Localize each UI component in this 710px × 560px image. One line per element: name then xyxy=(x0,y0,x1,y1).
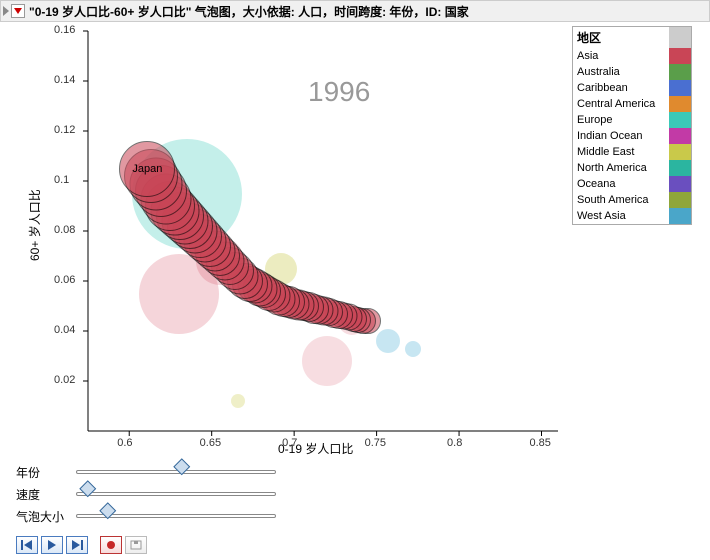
slider-row: 年份 xyxy=(16,462,700,482)
playback-buttons xyxy=(0,534,710,560)
legend-label: Indian Ocean xyxy=(573,128,669,144)
slider-label: 年份 xyxy=(16,464,76,481)
legend-item[interactable]: Caribbean xyxy=(573,80,691,96)
legend: 地区 AsiaAustraliaCaribbeanCentral America… xyxy=(572,26,692,225)
y-tick: 0.04 xyxy=(54,324,75,336)
slider[interactable] xyxy=(76,488,276,500)
x-tick: 0.85 xyxy=(530,437,551,449)
y-tick: 0.1 xyxy=(54,174,69,186)
legend-item[interactable]: Asia xyxy=(573,48,691,64)
skip-forward-button[interactable] xyxy=(66,536,88,554)
animation-controls: 年份速度气泡大小 xyxy=(0,456,710,534)
y-tick: 0.08 xyxy=(54,224,75,236)
legend-label: Middle East xyxy=(573,144,669,160)
legend-swatch xyxy=(669,192,691,208)
y-tick: 0.12 xyxy=(54,124,75,136)
slider[interactable] xyxy=(76,510,276,522)
legend-label: Europe xyxy=(573,112,669,128)
slider-label: 气泡大小 xyxy=(16,508,76,525)
chart-title: "0-19 岁人口比-60+ 岁人口比" 气泡图，大小依据: 人口，时间跨度: … xyxy=(29,3,469,20)
legend-item[interactable]: Indian Ocean xyxy=(573,128,691,144)
legend-label: West Asia xyxy=(573,208,669,224)
legend-item[interactable]: Europe xyxy=(573,112,691,128)
slider-row: 速度 xyxy=(16,484,700,504)
legend-item[interactable]: North America xyxy=(573,160,691,176)
bubble[interactable] xyxy=(231,394,245,408)
legend-item[interactable]: South America xyxy=(573,192,691,208)
bubble[interactable] xyxy=(405,341,421,357)
slider[interactable] xyxy=(76,466,276,478)
y-tick: 0.06 xyxy=(54,274,75,286)
x-tick: 0.65 xyxy=(200,437,221,449)
legend-item[interactable]: Australia xyxy=(573,64,691,80)
bubble[interactable] xyxy=(376,329,400,353)
legend-swatch xyxy=(669,144,691,160)
legend-label: North America xyxy=(573,160,669,176)
legend-swatch xyxy=(669,112,691,128)
y-tick: 0.02 xyxy=(54,374,75,386)
legend-label: Oceana xyxy=(573,176,669,192)
legend-swatch xyxy=(669,96,691,112)
play-button[interactable] xyxy=(41,536,63,554)
legend-item[interactable]: Oceana xyxy=(573,176,691,192)
legend-swatch xyxy=(669,128,691,144)
slider-label: 速度 xyxy=(16,486,76,503)
legend-swatch xyxy=(669,64,691,80)
slider-row: 气泡大小 xyxy=(16,506,700,526)
legend-header-swatch xyxy=(669,27,691,48)
bubble[interactable] xyxy=(302,336,352,386)
legend-swatch xyxy=(669,208,691,224)
year-watermark: 1996 xyxy=(308,76,370,108)
legend-item[interactable]: Middle East xyxy=(573,144,691,160)
legend-label: Asia xyxy=(573,48,669,64)
x-tick: 0.6 xyxy=(117,437,132,449)
legend-label: Australia xyxy=(573,64,669,80)
y-tick: 0.16 xyxy=(54,24,75,36)
skip-back-button[interactable] xyxy=(16,536,38,554)
title-bar: "0-19 岁人口比-60+ 岁人口比" 气泡图，大小依据: 人口，时间跨度: … xyxy=(0,0,710,22)
dropdown-red-icon[interactable] xyxy=(11,4,25,18)
legend-swatch xyxy=(669,160,691,176)
legend-swatch xyxy=(669,80,691,96)
legend-swatch xyxy=(669,48,691,64)
legend-swatch xyxy=(669,176,691,192)
x-tick: 0.75 xyxy=(365,437,386,449)
bubble-label: Japan xyxy=(132,163,162,175)
bubble-chart[interactable]: 1996 Japan 60+ 岁人口比 0-19 岁人口比 0.60.650.7… xyxy=(8,26,568,456)
record-button[interactable] xyxy=(100,536,122,554)
legend-header: 地区 xyxy=(573,27,669,48)
legend-item[interactable]: West Asia xyxy=(573,208,691,224)
disclosure-icon[interactable] xyxy=(3,6,9,16)
legend-item[interactable]: Central America xyxy=(573,96,691,112)
legend-label: South America xyxy=(573,192,669,208)
legend-label: Central America xyxy=(573,96,669,112)
y-axis-title: 60+ 岁人口比 xyxy=(26,189,43,261)
legend-label: Caribbean xyxy=(573,80,669,96)
y-tick: 0.14 xyxy=(54,74,75,86)
x-tick: 0.7 xyxy=(282,437,297,449)
save-button[interactable] xyxy=(125,536,147,554)
x-tick: 0.8 xyxy=(447,437,462,449)
